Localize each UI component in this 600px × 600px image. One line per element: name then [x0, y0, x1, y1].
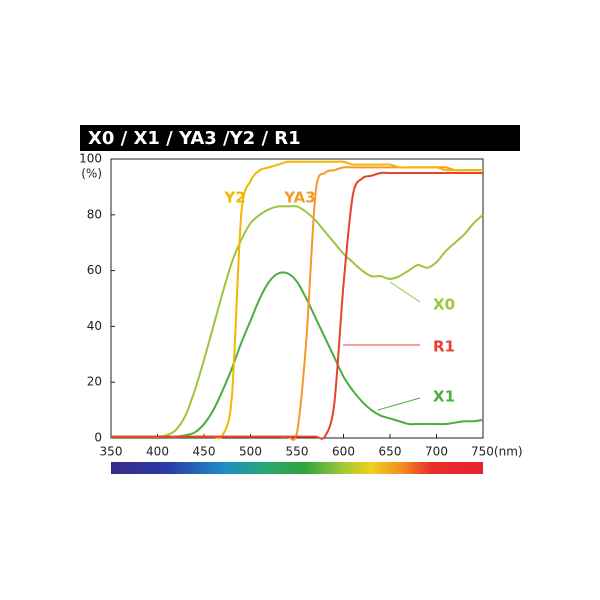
chart-title: X0 / X1 / YA3 /Y2 / R1 — [88, 128, 301, 149]
series-label: X0 — [433, 296, 455, 314]
x-tick-label: 500 — [239, 445, 262, 459]
spectrum-bar — [111, 462, 483, 474]
series-label: R1 — [433, 338, 455, 356]
series-label: YA3 — [283, 189, 315, 207]
x-tick-label: 450 — [193, 445, 216, 459]
x-tick-label: 650 — [379, 445, 402, 459]
x-tick-label: 700 — [425, 445, 448, 459]
series-label: X1 — [433, 388, 455, 406]
label-leader — [389, 281, 421, 303]
y-tick-label: 60 — [87, 263, 102, 277]
x-tick-label: 400 — [146, 445, 169, 459]
x-tick-label: 750(nm) — [471, 445, 523, 459]
y-tick-label: 0 — [94, 431, 102, 445]
x-tick-label: 550 — [286, 445, 309, 459]
y-tick-label: 20 — [87, 375, 102, 389]
y-tick-label: 40 — [87, 319, 102, 333]
series-label: Y2 — [223, 189, 245, 207]
series-line — [111, 205, 484, 438]
series-line — [111, 171, 483, 440]
series-line — [111, 166, 483, 441]
x-tick-label: 350 — [100, 445, 123, 459]
y-axis-label: (%) — [81, 167, 102, 181]
y-tick-label: 80 — [87, 207, 102, 221]
x-tick-label: 600 — [332, 445, 355, 459]
series-line — [111, 271, 484, 438]
label-leader — [377, 397, 421, 411]
title-bar — [80, 125, 520, 151]
y-tick-label: 100 — [79, 152, 102, 166]
